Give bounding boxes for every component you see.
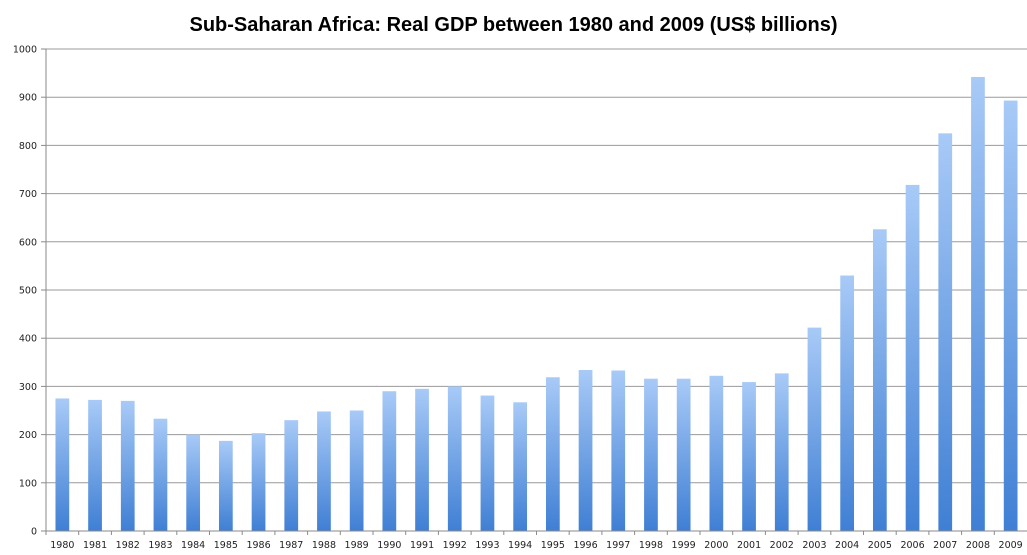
bar-1996 [578,370,593,531]
bar-1983 [153,418,168,531]
x-tick-label: 2001 [737,540,761,551]
bar-1992 [447,386,462,531]
x-tick-label: 1998 [639,540,663,551]
y-tick-label: 0 [31,527,37,538]
x-tick-label: 1988 [312,540,336,551]
bar-1995 [545,377,560,531]
x-tick-label: 1997 [606,540,630,551]
bar-1991 [415,388,429,531]
y-tick-label: 200 [19,430,37,441]
x-tick-label: 1982 [116,540,140,551]
x-tick-label: 2005 [868,540,892,551]
bar-1997 [611,370,626,531]
bar-1993 [480,395,495,531]
bar-1998 [644,378,658,531]
x-tick-label: 1993 [475,540,499,551]
bar-2007 [938,133,953,531]
bar-2008 [971,76,985,532]
x-tick-label: 1999 [672,540,696,551]
x-tick-label: 1984 [181,540,205,551]
x-tick-label: 2007 [933,540,957,551]
x-tick-label: 1989 [345,540,369,551]
x-tick-label: 1995 [541,540,565,551]
bar-2002 [774,373,789,531]
y-tick-label: 1000 [13,45,37,56]
bars [55,76,1018,532]
bar-1985 [218,440,233,531]
y-tick-label: 500 [19,286,37,297]
y-tick-label: 400 [19,334,37,345]
x-tick-label: 2009 [999,540,1023,551]
bar-1986 [251,433,266,531]
x-axis-ticks: 1980 1981 1982 1983 1984 1985 1986 1987 1988 1989… [45,531,1023,551]
x-tick-label: 1994 [508,540,532,551]
bar-1990 [382,391,397,531]
x-tick-label: 2000 [704,540,728,551]
y-tick-label: 800 [19,141,37,152]
x-tick-label: 1992 [443,540,467,551]
bar-2005 [872,229,887,531]
bar-2006 [905,184,920,531]
y-tick-label: 100 [19,478,37,489]
bar-1981 [88,399,102,531]
x-tick-label: 2004 [835,540,859,551]
x-tick-label: 1991 [410,540,434,551]
x-tick-label: 2002 [770,540,794,551]
x-tick-label: 1980 [50,540,74,551]
bar-2001 [742,382,756,531]
x-tick-label: 1983 [148,540,172,551]
x-tick-label: 1986 [246,540,270,551]
gridlines [46,48,1027,484]
bar-1980 [55,398,70,531]
bar-1987 [284,420,299,531]
bar-1999 [676,378,691,531]
x-tick-label: 2008 [966,540,990,551]
x-tick-label: 1981 [83,540,107,551]
y-axis-ticks: 0 100 200 300 400 500 600 700 800 900 1000 [13,45,46,538]
bar-2000 [709,375,724,531]
x-tick-label: 1996 [573,540,597,551]
y-tick-label: 900 [19,93,37,104]
x-tick-label: 2003 [802,540,826,551]
bar-1989 [349,410,364,531]
x-tick-label: 1985 [214,540,238,551]
bar-1984 [186,434,201,531]
y-tick-label: 700 [19,189,37,200]
x-tick-label: 2006 [900,540,924,551]
chart-title: Sub-Saharan Africa: Real GDP between 198… [189,14,838,36]
y-tick-label: 300 [19,382,37,393]
bar-1994 [513,402,528,531]
bar-1988 [317,411,331,531]
x-tick-label: 1990 [377,540,401,551]
bar-2004 [840,275,855,531]
bar-2009 [1003,100,1018,531]
x-tick-label: 1987 [279,540,303,551]
y-tick-label: 600 [19,237,37,248]
bar-2003 [807,327,822,531]
bar-1982 [120,400,135,531]
